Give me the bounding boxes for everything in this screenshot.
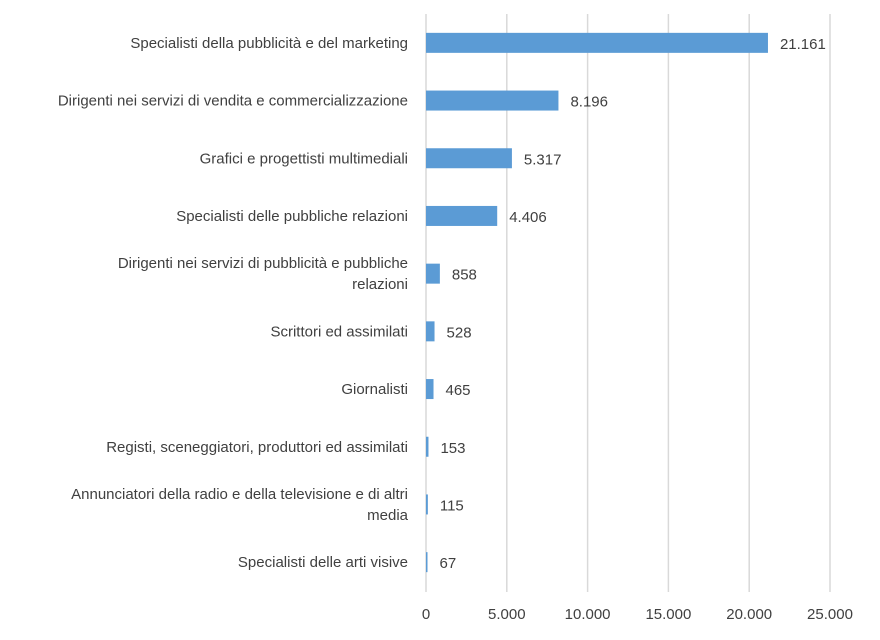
data-label: 115 [440, 497, 464, 514]
x-tick-label: 15.000 [645, 606, 691, 623]
category-label-line: Registi, sceneggiatori, produttori ed as… [106, 439, 408, 456]
x-axis-tick-labels: 0 5.000 10.000 15.000 20.000 25.000 [422, 606, 853, 623]
category-label: Specialisti delle arti visive [238, 554, 408, 571]
category-label-line: Giornalisti [341, 381, 408, 398]
category-label-line: Specialisti delle pubbliche relazioni [176, 208, 408, 225]
category-label: Dirigenti nei servizi di vendita e comme… [58, 93, 408, 110]
x-tick-label: 10.000 [565, 606, 611, 623]
data-label: 528 [447, 324, 472, 341]
data-label: 4.406 [509, 209, 547, 226]
category-label-line: Dirigenti nei servizi di vendita e comme… [58, 93, 408, 110]
bar [426, 552, 428, 573]
category-label-line: Grafici e progettisti multimediali [200, 150, 408, 167]
x-tick-label: 20.000 [726, 606, 772, 623]
category-label: Dirigenti nei servizi di pubblicità e pu… [118, 255, 408, 293]
category-label-line: media [367, 507, 409, 524]
data-label: 153 [440, 440, 465, 457]
x-tick-label: 25.000 [807, 606, 853, 623]
bars [426, 32, 768, 573]
data-labels: 21.161 8.196 5.317 4.406 858 528 465 153 115 67 [440, 36, 826, 572]
data-label: 8.196 [570, 94, 608, 111]
category-label-line: Dirigenti nei servizi di pubblicità e pu… [118, 255, 408, 272]
category-labels: Specialisti della pubblicità e del marke… [58, 35, 409, 571]
bar [426, 379, 434, 400]
bar [426, 263, 440, 284]
bar [426, 90, 559, 111]
bar [426, 321, 435, 342]
data-label: 5.317 [524, 151, 562, 168]
data-label: 21.161 [780, 36, 826, 53]
category-label: Annunciatori della radio e della televis… [71, 486, 409, 524]
x-tick-label: 5.000 [488, 606, 526, 623]
category-label-line: Specialisti delle arti visive [238, 554, 408, 571]
category-label-line: relazioni [352, 276, 408, 293]
category-label-line: Annunciatori della radio e della televis… [71, 486, 408, 503]
category-label-line: Specialisti della pubblicità e del marke… [130, 35, 408, 52]
bar [426, 436, 429, 457]
category-label-line: Scrittori ed assimilati [270, 323, 408, 340]
x-tick-label: 0 [422, 606, 430, 623]
data-label: 858 [452, 267, 477, 284]
bar [426, 494, 428, 515]
category-label: Giornalisti [341, 381, 408, 398]
category-label: Registi, sceneggiatori, produttori ed as… [106, 439, 408, 456]
category-label: Specialisti della pubblicità e del marke… [130, 35, 408, 52]
data-label: 465 [446, 382, 471, 399]
bar [426, 205, 498, 226]
category-label: Scrittori ed assimilati [270, 323, 408, 340]
category-label: Specialisti delle pubbliche relazioni [176, 208, 408, 225]
data-label: 67 [440, 555, 457, 572]
bar [426, 32, 768, 53]
category-label: Grafici e progettisti multimediali [200, 150, 408, 167]
bar [426, 148, 512, 169]
